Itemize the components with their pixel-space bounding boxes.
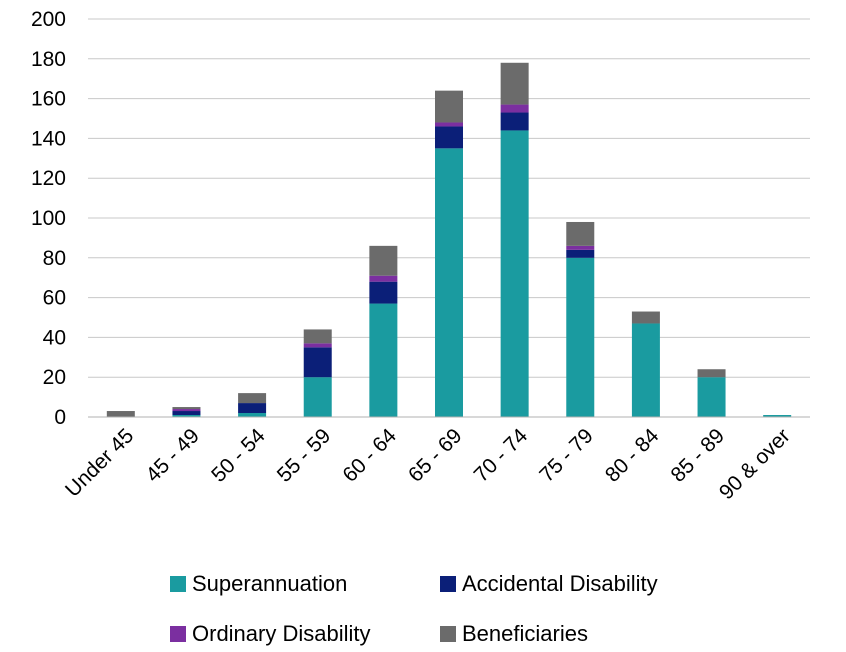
x-tick-label: 45 - 49 xyxy=(141,424,204,487)
x-tick-label: 90 & over xyxy=(715,424,795,504)
bar-segment-accidental-disability xyxy=(435,126,463,149)
y-tick-label: 180 xyxy=(31,48,66,71)
bar-segment-superannuation xyxy=(303,377,332,417)
bar-segment-superannuation xyxy=(631,323,660,417)
bar-segment-ordinary-disability xyxy=(172,409,201,412)
bar-segment-superannuation xyxy=(697,377,726,417)
y-tick-label: 120 xyxy=(31,167,66,190)
legend-item-superannuation: Superannuation xyxy=(170,568,347,600)
bar-segment-beneficiaries xyxy=(566,221,595,246)
legend-swatch-superannuation xyxy=(170,576,186,592)
y-tick-label: 100 xyxy=(31,207,66,230)
bar-segment-accidental-disability xyxy=(500,112,529,131)
bar-segment-superannuation xyxy=(500,130,529,417)
bar-segment-accidental-disability xyxy=(566,249,595,258)
x-tick-label: 70 - 74 xyxy=(470,424,533,487)
x-tick-label: Under 45 xyxy=(61,424,138,501)
bar-segment-superannuation xyxy=(566,257,595,417)
y-tick-label: 80 xyxy=(43,247,66,270)
bars xyxy=(106,62,792,417)
y-tick-label: 20 xyxy=(43,366,66,389)
bar-segment-beneficiaries xyxy=(369,245,398,276)
legend-label-accidental-disability: Accidental Disability xyxy=(462,571,658,596)
x-tick-label: 65 - 69 xyxy=(404,424,467,487)
y-tick-label: 200 xyxy=(31,8,66,31)
y-tick-label: 0 xyxy=(54,406,66,429)
legend-label-ordinary-disability: Ordinary Disability xyxy=(192,621,371,646)
bar-segment-accidental-disability xyxy=(369,281,398,304)
bar-segment-superannuation xyxy=(763,415,792,417)
legend-item-accidental-disability: Accidental Disability xyxy=(440,568,658,600)
bar-segment-accidental-disability xyxy=(172,411,201,416)
legend-swatch-ordinary-disability xyxy=(170,626,186,642)
legend-swatch-accidental-disability xyxy=(440,576,456,592)
legend-swatch-beneficiaries xyxy=(440,626,456,642)
bar-segment-beneficiaries xyxy=(238,393,267,404)
x-axis-ticks: Under 45 45 - 49 50 - 54 55 - 59 60 - 64 65 -… xyxy=(61,424,795,504)
x-tick-label: 50 - 54 xyxy=(207,424,270,487)
bar-segment-beneficiaries xyxy=(172,407,201,410)
legend-item-beneficiaries: Beneficiaries xyxy=(440,618,588,650)
x-tick-label: 75 - 79 xyxy=(535,424,598,487)
bar-segment-ordinary-disability xyxy=(369,275,398,282)
bar-segment-beneficiaries xyxy=(106,411,135,417)
bar-segment-ordinary-disability xyxy=(435,122,463,127)
bar-segment-ordinary-disability xyxy=(303,343,332,348)
y-tick-label: 40 xyxy=(43,326,66,349)
x-tick-label: 60 - 64 xyxy=(338,424,401,487)
bar-segment-beneficiaries xyxy=(435,90,463,123)
legend-item-ordinary-disability: Ordinary Disability xyxy=(170,618,371,650)
bar-segment-ordinary-disability xyxy=(500,104,529,113)
bar-segment-beneficiaries xyxy=(631,311,660,324)
y-tick-label: 60 xyxy=(43,287,66,310)
bar-segment-beneficiaries xyxy=(303,329,332,344)
bar-segment-superannuation xyxy=(172,415,201,417)
x-tick-label: 85 - 89 xyxy=(667,424,730,487)
legend-label-beneficiaries: Beneficiaries xyxy=(462,621,588,646)
bar-segment-superannuation xyxy=(435,148,463,417)
bar-segment-accidental-disability xyxy=(238,403,267,414)
bar-segment-beneficiaries xyxy=(697,369,726,378)
y-tick-label: 140 xyxy=(31,127,66,150)
y-tick-label: 160 xyxy=(31,88,66,111)
bar-segment-superannuation xyxy=(369,303,398,417)
bar-segment-superannuation xyxy=(238,413,267,417)
legend-label-superannuation: Superannuation xyxy=(192,571,348,596)
legend: Superannuation Accidental Disability Ord… xyxy=(0,566,846,646)
bar-segment-accidental-disability xyxy=(303,347,332,378)
x-tick-label: 80 - 84 xyxy=(601,424,664,487)
x-tick-label: 55 - 59 xyxy=(273,424,336,487)
y-axis-ticks: 0 20 40 60 80 100 120 140 160 180 200 xyxy=(31,8,66,429)
bar-segment-beneficiaries xyxy=(500,62,529,105)
bar-segment-ordinary-disability xyxy=(566,245,595,250)
